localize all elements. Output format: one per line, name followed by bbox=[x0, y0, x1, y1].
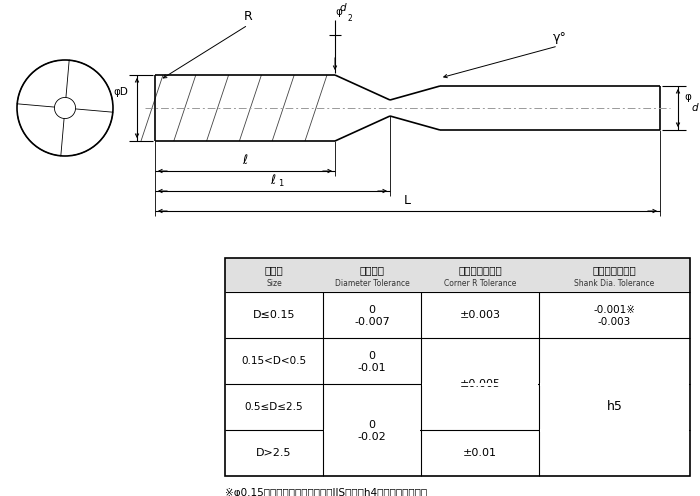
Bar bbox=[225, 258, 690, 476]
Text: ℓ: ℓ bbox=[242, 154, 248, 168]
Bar bbox=[540, 382, 689, 385]
Bar bbox=[540, 429, 689, 432]
Text: d: d bbox=[340, 3, 346, 13]
Text: 0.15<D<0.5: 0.15<D<0.5 bbox=[241, 356, 307, 366]
Text: ±0.005: ±0.005 bbox=[459, 379, 500, 389]
Text: ±0.01: ±0.01 bbox=[463, 448, 497, 458]
Text: d: d bbox=[692, 103, 699, 113]
Text: 0: 0 bbox=[368, 420, 375, 430]
Text: ℓ: ℓ bbox=[270, 175, 275, 187]
Text: -0.001※: -0.001※ bbox=[594, 305, 636, 315]
Text: 0: 0 bbox=[368, 351, 375, 361]
Text: Size: Size bbox=[266, 278, 282, 288]
Text: φD: φD bbox=[113, 87, 128, 97]
Text: D≤0.15: D≤0.15 bbox=[253, 310, 295, 320]
Text: γ°: γ° bbox=[553, 32, 567, 45]
Text: h5: h5 bbox=[607, 400, 622, 414]
Text: コーナ半径公差: コーナ半径公差 bbox=[458, 265, 502, 275]
Text: D>2.5: D>2.5 bbox=[256, 448, 292, 458]
Text: φ: φ bbox=[684, 92, 691, 102]
Text: 1: 1 bbox=[278, 180, 283, 188]
Text: Corner R Tolerance: Corner R Tolerance bbox=[444, 278, 516, 288]
Bar bbox=[225, 258, 690, 292]
Text: シャンク径公差: シャンク径公差 bbox=[593, 265, 636, 275]
Text: ±0.003: ±0.003 bbox=[459, 310, 500, 320]
Text: -0.003: -0.003 bbox=[598, 317, 631, 327]
Text: Diameter Tolerance: Diameter Tolerance bbox=[335, 278, 409, 288]
Text: φ: φ bbox=[335, 7, 342, 17]
Text: 外径公差: 外径公差 bbox=[360, 265, 384, 275]
Bar bbox=[422, 382, 538, 385]
Text: 0: 0 bbox=[368, 305, 375, 315]
Text: ※φ0.15以下のシャンク径公差はJIS規格でh4に括られますが、: ※φ0.15以下のシャンク径公差はJIS規格でh4に括られますが、 bbox=[225, 488, 427, 496]
Bar bbox=[324, 429, 420, 432]
Text: -0.02: -0.02 bbox=[358, 432, 386, 442]
Text: サイズ: サイズ bbox=[265, 265, 284, 275]
Text: -0.01: -0.01 bbox=[358, 363, 386, 373]
Text: 2: 2 bbox=[348, 14, 352, 23]
Text: Shank Dia. Tolerance: Shank Dia. Tolerance bbox=[575, 278, 654, 288]
Text: R: R bbox=[244, 10, 253, 23]
Text: -0.007: -0.007 bbox=[354, 317, 390, 327]
Text: 0.5≤D≤2.5: 0.5≤D≤2.5 bbox=[245, 402, 303, 412]
Text: L: L bbox=[404, 194, 411, 207]
